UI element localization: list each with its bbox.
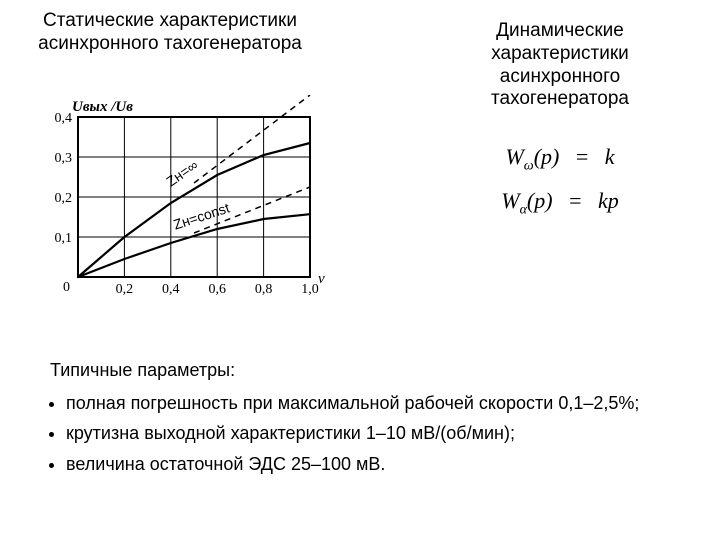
list-item: крутизна выходной характеристики 1–10 мВ…	[66, 421, 680, 445]
list-item: величина остаточной ЭДС 25–100 мВ.	[66, 452, 680, 476]
svg-text:ν: ν	[318, 271, 325, 287]
svg-text:0,4: 0,4	[162, 282, 180, 297]
equation-w-alpha: Wα(p) = kp	[430, 188, 690, 218]
svg-text:0: 0	[63, 280, 70, 295]
svg-text:0,3: 0,3	[55, 151, 73, 166]
parameters-heading: Типичные параметры:	[50, 360, 680, 381]
dynamic-characteristics-title: Динамические характеристики асинхронного…	[430, 20, 690, 111]
transfer-function-equations: Wω(p) = k Wα(p) = kp	[430, 130, 690, 233]
svg-text:0,4: 0,4	[55, 111, 73, 126]
list-item: полная погрешность при максимальной рабо…	[66, 391, 680, 415]
parameters-list: полная погрешность при максимальной рабо…	[40, 391, 680, 476]
typical-parameters: Типичные параметры: полная погрешность п…	[40, 360, 680, 482]
equation-w-omega: Wω(p) = k	[430, 144, 690, 174]
static-characteristics-title: Статические характеристики асинхронного …	[20, 10, 320, 56]
svg-text:0,6: 0,6	[208, 282, 226, 297]
svg-text:0,1: 0,1	[55, 231, 73, 246]
svg-text:1,0: 1,0	[301, 282, 319, 297]
svg-text:0,2: 0,2	[116, 282, 133, 297]
static-characteristics-chart: 0,10,20,30,40,20,40,60,81,00Uвых /UвνZн=…	[30, 95, 330, 305]
svg-text:Uвых /Uв: Uвых /Uв	[72, 99, 133, 115]
svg-text:0,8: 0,8	[255, 282, 273, 297]
svg-text:0,2: 0,2	[55, 191, 73, 206]
